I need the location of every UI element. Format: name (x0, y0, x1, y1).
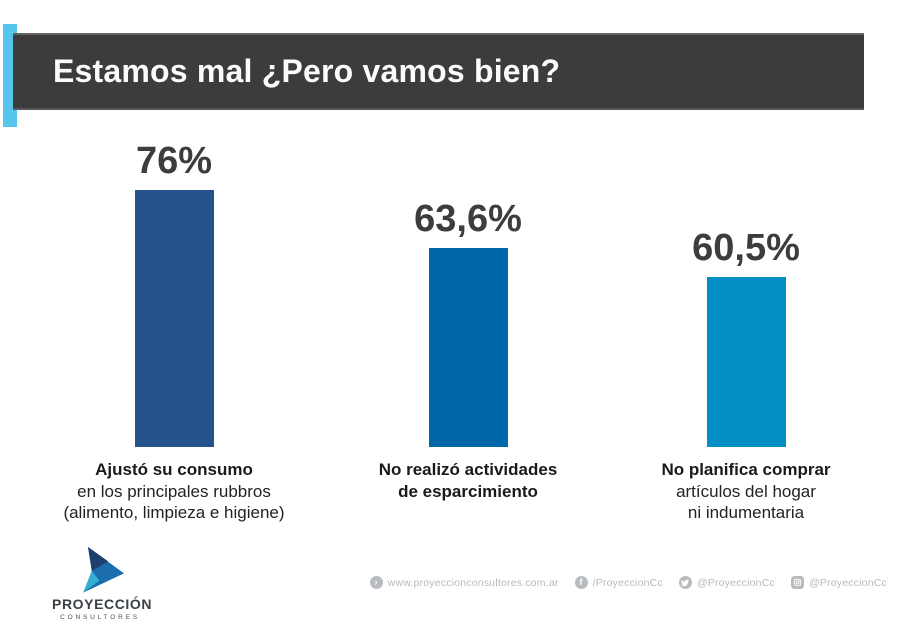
facebook-icon: f (574, 576, 588, 589)
value-label: 76% (135, 140, 213, 182)
website-link[interactable]: › www.proyeccionconsultores.com.ar (369, 576, 559, 589)
category-line: No planifica comprar (661, 460, 831, 479)
bar-group: 60,5% (586, 0, 900, 447)
instagram-link[interactable]: @ProyeccionCc (790, 576, 887, 589)
footer-links: › www.proyeccionconsultores.com.ar f /Pr… (369, 576, 887, 589)
facebook-link-label: /ProyeccionCc (592, 576, 663, 589)
logo-subname: CONSULTORES (60, 614, 140, 621)
category-label: Ajustó su consumo en los principales rub… (14, 459, 334, 524)
twitter-link[interactable]: @ProyeccionCc (678, 576, 775, 589)
website-icon: › (369, 576, 383, 589)
facebook-icon-glyph: f (579, 577, 583, 587)
category-line: en los principales rubbros (77, 481, 271, 501)
bar (428, 248, 508, 447)
bar (706, 277, 786, 447)
bar-chart: 76% 63,6% 60,5% Ajustó su consumo en los… (14, 0, 900, 524)
facebook-link[interactable]: f /ProyeccionCc (574, 576, 663, 589)
instagram-icon (790, 576, 804, 589)
category-line: Ajustó su consumo (95, 460, 253, 479)
bar-group: 63,6% (308, 0, 628, 447)
value-label: 60,5% (692, 227, 800, 269)
category-line: No realizó actividades (378, 460, 558, 479)
logo-arrow-icon (83, 547, 124, 593)
title-bar: Estamos mal ¿Pero vamos bien? (13, 33, 864, 110)
category-label: No planifica comprar artículos del hogar… (586, 459, 900, 524)
website-link-label: www.proyeccionconsultores.com.ar (387, 576, 559, 589)
logo-name: PROYECCIÓN (52, 596, 153, 612)
bar-group: 76% (14, 0, 334, 447)
twitter-link-label: @ProyeccionCc (696, 576, 775, 589)
logo: PROYECCIÓN CONSULTORES (52, 547, 153, 621)
category-line: (alimento, limpieza e higiene) (63, 503, 285, 522)
category-label: No realizó actividades de esparcimiento (308, 459, 628, 502)
category-line: ni indumentaria (687, 503, 805, 522)
category-line: artículos del hogar (676, 481, 816, 501)
instagram-link-label: @ProyeccionCc (808, 576, 887, 589)
page-title: Estamos mal ¿Pero vamos bien? (53, 53, 561, 89)
category-line: de esparcimiento (398, 481, 538, 501)
twitter-icon (678, 576, 692, 589)
bar (134, 190, 214, 447)
value-label: 63,6% (414, 198, 522, 240)
website-icon-glyph: › (374, 577, 378, 587)
